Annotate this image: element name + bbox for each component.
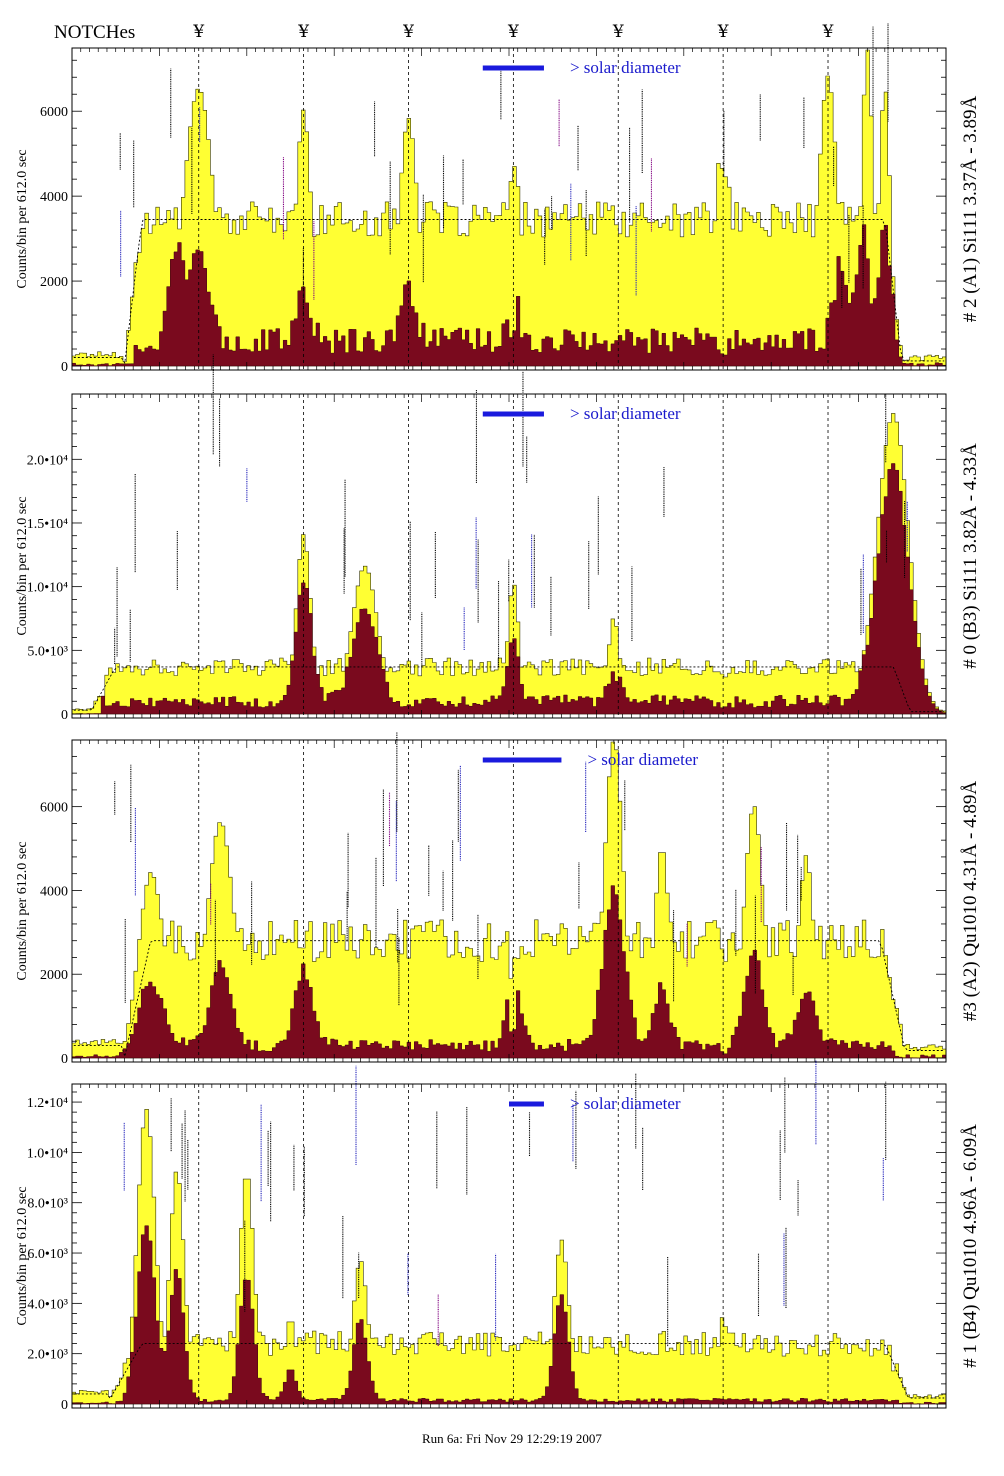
model-curve xyxy=(73,1343,945,1400)
y-tick-label: 6000 xyxy=(40,801,68,816)
notches-label: NOTCHes xyxy=(54,22,135,43)
panel-A2: 0 2000 4000 6000 Counts/bin per 612.0 sec #3 … xyxy=(15,732,981,1067)
signal-counts-histogram xyxy=(71,224,947,367)
notch-marker-6: ¥ xyxy=(717,22,729,42)
y-tick-label: 0 xyxy=(61,708,68,723)
notch-marker-3: ¥ xyxy=(402,22,414,42)
y-tick-label: 2.0•10⁴ xyxy=(27,453,68,468)
y-tick-label: 1.0•10⁴ xyxy=(27,1146,68,1161)
y-tick-label: 1.0•10⁴ xyxy=(27,581,68,596)
spectral-line-labels xyxy=(123,1060,887,1347)
y-tick-label: 1.2•10⁴ xyxy=(27,1096,68,1111)
panel-title: # 2 (A1) Si111 3.37Å - 3.89Å xyxy=(960,95,981,322)
signal-counts-histogram xyxy=(71,463,947,715)
panel-title: #3 (A2) Qu1010 4.31Å - 4.89Å xyxy=(960,781,981,1021)
legend-text: > solar diameter xyxy=(587,750,698,769)
notch-marks: ¥ ¥ ¥ ¥ ¥ ¥ ¥ xyxy=(192,22,833,42)
signal-counts-histogram xyxy=(71,885,947,1059)
legend-text: > solar diameter xyxy=(570,1094,681,1113)
y-tick-label: 4000 xyxy=(40,884,68,899)
y-tick-label: 5.0•10³ xyxy=(27,644,68,659)
y-tick-label: 6000 xyxy=(40,105,68,120)
total-counts-histogram xyxy=(71,1109,947,1405)
y-axis-label: Counts/bin per 612.0 sec xyxy=(15,149,30,288)
y-tick-label: 8.0•10³ xyxy=(27,1197,68,1212)
y-tick-label: 4000 xyxy=(40,190,68,205)
y-tick-label: 0 xyxy=(61,1052,68,1067)
y-tick-label: 2000 xyxy=(40,275,68,290)
y-axis-label: Counts/bin per 612.0 sec xyxy=(15,1186,30,1325)
panel-B4: 0 2.0•10³ 4.0•10³ 6.0•10³ 8.0•10³ 1.0•10⁴ 1.2•… xyxy=(15,1060,981,1413)
spectral-line-labels xyxy=(114,732,802,1006)
panel-B3: 0 5.0•10³ 1.0•10⁴ 1.5•10⁴ 2.0•10⁴ Counts/bin … xyxy=(15,354,981,723)
total-counts-histogram xyxy=(71,741,947,1059)
legend-text: > solar diameter xyxy=(570,58,681,77)
panel-title: # 1 (B4) Qu1010 4.96Å - 6.09Å xyxy=(960,1124,981,1368)
y-axis-label: Counts/bin per 612.0 sec xyxy=(15,841,30,980)
y-tick-label: 6.0•10³ xyxy=(27,1247,68,1262)
panel-title: # 0 (B3) Si111 3.82Å - 4.33Å xyxy=(960,443,981,669)
notch-marker-2: ¥ xyxy=(297,22,309,42)
signal-counts-histogram xyxy=(71,1225,947,1405)
y-tick-label: 0 xyxy=(61,1398,68,1413)
notch-marker-1: ¥ xyxy=(192,22,204,42)
model-curve xyxy=(73,666,945,713)
spectral-line-labels xyxy=(114,354,908,668)
y-tick-label: 1.5•10⁴ xyxy=(27,517,68,532)
panel-A1: 0 2000 4000 6000 Counts/bin per 612.0 sec # 2… xyxy=(15,23,981,375)
y-tick-label: 4.0•10³ xyxy=(27,1297,68,1312)
notches-header: NOTCHes ¥ ¥ ¥ ¥ ¥ ¥ ¥ xyxy=(54,22,834,43)
notch-marker-5: ¥ xyxy=(612,22,624,42)
y-tick-label: 0 xyxy=(61,360,68,375)
footer-run-text: Run 6a: Fri Nov 29 12:29:19 2007 xyxy=(422,1431,602,1446)
total-counts-histogram xyxy=(71,49,947,367)
model-curve xyxy=(73,219,945,365)
spectral-line-labels xyxy=(119,23,889,316)
model-curve xyxy=(73,940,945,1059)
legend-text: > solar diameter xyxy=(570,404,681,423)
notch-marker-7: ¥ xyxy=(822,22,834,42)
y-tick-label: 2.0•10³ xyxy=(27,1348,68,1363)
y-axis-label: Counts/bin per 612.0 sec xyxy=(15,496,30,635)
panels: 0 2000 4000 6000 Counts/bin per 612.0 sec # 2… xyxy=(15,23,981,1413)
y-tick-label: 2000 xyxy=(40,968,68,983)
notch-marker-4: ¥ xyxy=(507,22,519,42)
